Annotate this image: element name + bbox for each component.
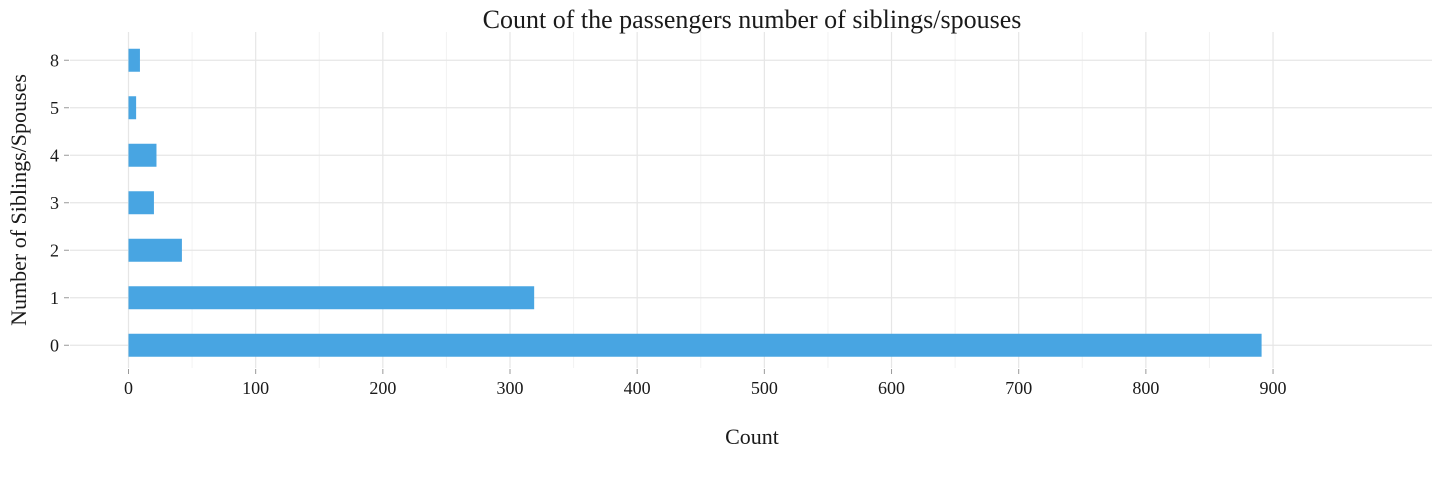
bar-8 [128, 48, 140, 72]
bar-4 [128, 143, 157, 167]
y-tick-label: 2 [50, 240, 59, 260]
bar-0 [128, 333, 1262, 357]
bar-3 [128, 191, 154, 215]
x-tick-label: 500 [751, 378, 778, 398]
bar-2 [128, 238, 182, 262]
x-tick-label: 800 [1132, 378, 1159, 398]
x-tick-label: 400 [624, 378, 651, 398]
x-tick-label: 700 [1005, 378, 1032, 398]
x-tick-label: 200 [369, 378, 396, 398]
chart-title: Count of the passengers number of siblin… [483, 5, 1022, 34]
grid-layer [70, 32, 1432, 368]
y-tick-label: 8 [50, 50, 59, 70]
x-axis-label: Count [725, 424, 779, 449]
x-tick-label: 600 [878, 378, 905, 398]
y-tick-label: 5 [50, 98, 59, 118]
y-tick-layer: 0 1 2 3 4 5 8 [50, 50, 69, 355]
bar-5 [128, 96, 137, 120]
y-axis-label: Number of Siblings/Spouses [6, 74, 31, 326]
y-tick-label: 3 [50, 193, 59, 213]
y-tick-label: 0 [50, 335, 59, 355]
y-tick-label: 1 [50, 288, 59, 308]
x-tick-label: 0 [124, 378, 133, 398]
bar-1 [128, 286, 535, 310]
x-tick-layer: 0 100 200 300 400 500 600 700 800 900 [124, 369, 1287, 398]
bar-layer [128, 48, 1262, 357]
y-tick-label: 4 [50, 145, 59, 165]
x-tick-label: 100 [242, 378, 269, 398]
x-tick-label: 300 [497, 378, 524, 398]
x-tick-label: 900 [1260, 378, 1287, 398]
